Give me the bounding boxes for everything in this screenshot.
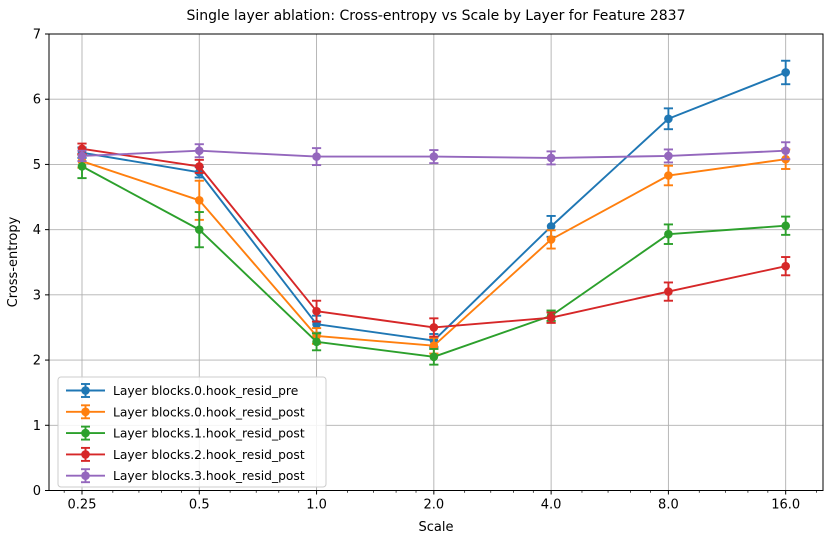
data-point [77, 162, 87, 171]
legend-item: Layer blocks.2.hook_resid_post [66, 446, 305, 462]
y-tick-label: 0 [33, 484, 41, 499]
data-point [664, 171, 673, 180]
legend-marker [81, 428, 90, 438]
legend-label: Layer blocks.3.hook_resid_post [113, 469, 305, 483]
data-point [664, 287, 673, 296]
data-point [312, 152, 321, 161]
x-tick-label: 8.0 [658, 498, 679, 513]
legend-label: Layer blocks.0.hook_resid_post [113, 405, 305, 419]
legend-item: Layer blocks.0.hook_resid_post [66, 404, 305, 419]
tick-labels: 0 1 2 3 4 5 6 7 0.25 0.5 1.0 2.0 4.0 8.0 16.0 [33, 28, 800, 513]
y-tick-label: 5 [33, 158, 41, 173]
chart-title: Single layer ablation: Cross-entropy vs … [187, 8, 686, 24]
data-point [77, 151, 87, 161]
data-point [546, 235, 556, 244]
axes [45, 33, 824, 495]
y-tick-label: 1 [33, 419, 41, 434]
data-point [781, 68, 790, 77]
data-point [429, 352, 439, 362]
series [77, 59, 791, 366]
x-tick-label: 2.0 [423, 498, 444, 513]
x-tick-label: 0.5 [189, 498, 210, 513]
legend-label: Layer blocks.0.hook_resid_pre [113, 384, 298, 398]
legend-marker [81, 450, 90, 459]
data-point [781, 261, 790, 271]
x-axis-label: Scale [419, 520, 454, 535]
x-tick-label: 0.25 [68, 498, 97, 513]
legend-box [57, 376, 327, 488]
y-tick-label: 3 [33, 288, 41, 303]
data-point [194, 225, 204, 234]
data-point [194, 146, 204, 156]
legend-label: Layer blocks.2.hook_resid_post [113, 448, 305, 462]
x-tick-label: 4.0 [541, 498, 562, 513]
data-point [312, 337, 321, 347]
data-point [664, 151, 673, 161]
legend-marker [81, 386, 90, 395]
y-axis-label: Cross-entropy [6, 216, 21, 307]
legend-item: Layer blocks.3.hook_resid_post [66, 468, 305, 483]
data-point [546, 222, 556, 231]
data-point [546, 153, 556, 163]
legend-item: Layer blocks.0.hook_resid_pre [66, 383, 298, 398]
series-3 [77, 142, 791, 338]
data-point [664, 114, 673, 124]
y-tick-label: 2 [33, 354, 41, 369]
data-point [312, 306, 321, 316]
y-tick-label: 6 [33, 93, 41, 108]
data-point [781, 221, 790, 231]
data-point [429, 341, 439, 351]
legend-label: Layer blocks.1.hook_resid_post [113, 427, 305, 441]
data-point [781, 146, 790, 156]
y-tick-label: 7 [33, 28, 41, 43]
data-point [664, 229, 673, 239]
legend: Layer blocks.0.hook_resid_pre Layer block… [57, 376, 327, 488]
plot-border [48, 33, 824, 491]
gridlines [49, 33, 823, 491]
data-point [429, 152, 439, 161]
data-point [194, 195, 204, 205]
legend-marker [81, 471, 90, 481]
legend-item: Layer blocks.1.hook_resid_post [66, 425, 305, 441]
y-tick-label: 4 [33, 223, 41, 238]
data-point [194, 162, 204, 171]
x-tick-label: 1.0 [306, 498, 327, 513]
data-point [429, 323, 439, 332]
x-tick-label: 16.0 [771, 498, 800, 513]
series-4 [77, 141, 791, 167]
series-2 [77, 153, 791, 366]
data-point [546, 313, 556, 322]
legend-marker [81, 407, 90, 417]
